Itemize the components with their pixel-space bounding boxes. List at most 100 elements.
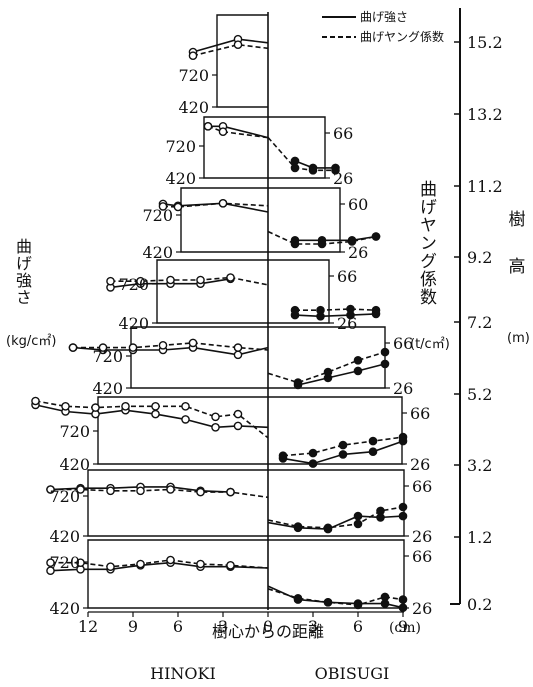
hinoki-modulus-point xyxy=(136,559,145,569)
x-axis-title: 樹心からの距離 xyxy=(212,622,324,641)
obisugi-strength-point xyxy=(380,359,390,369)
hinoki-strength-point xyxy=(46,566,55,576)
modulus-tick-label: 60 xyxy=(348,195,368,214)
height-axis-char-1: 樹 xyxy=(508,210,526,230)
obisugi-modulus-point xyxy=(317,239,327,249)
modulus-tick-label: 26 xyxy=(333,169,353,188)
hinoki-panel-frame xyxy=(180,187,268,253)
height-axis-char-2: 高 xyxy=(508,257,526,277)
obisugi-panel-frame xyxy=(268,396,403,465)
obisugi-modulus-point xyxy=(308,165,318,175)
hinoki-modulus-point xyxy=(181,401,190,411)
modulus-tick-label: 26 xyxy=(412,527,432,546)
hinoki-modulus-point xyxy=(196,487,205,497)
height-tick-label: 5.2 xyxy=(467,385,492,404)
obisugi-strength-point xyxy=(353,366,363,376)
hinoki-strength-point xyxy=(211,422,220,432)
obisugi-panel-frame xyxy=(268,187,341,253)
hinoki-modulus-point xyxy=(166,555,175,565)
modulus-tick-label: 66 xyxy=(337,267,357,286)
strength-tick-label: 720 xyxy=(49,553,80,572)
height-axis-unit: (m) xyxy=(507,331,530,346)
distance-tick-label: 9 xyxy=(398,617,408,636)
strength-tick-label: 420 xyxy=(59,455,90,474)
obisugi-modulus-point xyxy=(290,305,300,315)
hinoki-strength-point xyxy=(151,409,160,419)
series-points xyxy=(31,34,408,613)
obisugi-modulus-point xyxy=(338,440,348,450)
modulus-tick-label: 26 xyxy=(393,379,413,398)
obisugi-strength-point xyxy=(308,459,318,468)
legend-dashed-label: 曲げヤング係数 xyxy=(360,29,444,44)
height-axis: 15.2 13.2 11.2 9.2 7.2 5.2 3.2 1.2 0.2 xyxy=(450,8,503,614)
left-axis-unit: (kg/c㎡) xyxy=(6,334,57,349)
modulus-tick-label: 26 xyxy=(410,455,430,474)
modulus-tick-label: 26 xyxy=(337,314,357,333)
strength-tick-label: 720 xyxy=(49,487,80,506)
hinoki-modulus-point xyxy=(121,401,130,411)
hinoki-modulus-point xyxy=(91,403,100,412)
strength-tick-label: 720 xyxy=(178,66,209,85)
height-tick-label: 9.2 xyxy=(467,248,492,267)
hinoki-modulus-point xyxy=(106,486,115,496)
obisugi-modulus-point xyxy=(398,595,408,604)
obisugi-modulus-point xyxy=(290,239,300,249)
height-axis-label: 樹 高 xyxy=(507,205,527,277)
obisugi-modulus-point xyxy=(316,305,325,315)
hinoki-modulus-line xyxy=(50,559,269,569)
hinoki-strength-point xyxy=(233,350,243,360)
hinoki-modulus-point xyxy=(46,558,55,568)
obisugi-modulus-point xyxy=(368,436,378,446)
obisugi-modulus-point xyxy=(353,600,363,610)
obisugi-modulus-point xyxy=(323,367,333,377)
modulus-tick-label: 26 xyxy=(412,599,432,618)
obisugi-modulus-point xyxy=(346,304,355,314)
distance-tick-label: 12 xyxy=(78,617,98,636)
obisugi-modulus-point xyxy=(371,232,381,241)
obisugi-modulus-line xyxy=(282,436,404,457)
legend[interactable]: 曲げ強さ 曲げヤング係数 xyxy=(322,10,444,44)
hinoki-modulus-point xyxy=(76,485,85,494)
species-right-label: OBISUGI xyxy=(315,664,390,683)
hinoki-modulus-point xyxy=(233,343,243,352)
obisugi-modulus-point xyxy=(376,506,385,516)
height-tick-label: 7.2 xyxy=(467,313,492,332)
middle-axis-unit: (t/c㎡) xyxy=(410,337,450,352)
hinoki-modulus-point xyxy=(226,487,235,497)
panel-frames xyxy=(83,12,409,617)
strength-tick-label: 420 xyxy=(49,527,80,546)
hinoki-modulus-point xyxy=(196,559,205,569)
modulus-tick-label: 66 xyxy=(393,334,413,353)
strength-tick-label: 720 xyxy=(92,347,123,366)
hinoki-modulus-point xyxy=(31,396,40,406)
hinoki-modulus-point xyxy=(166,485,175,494)
hinoki-modulus-point xyxy=(76,558,85,568)
hinoki-modulus-point xyxy=(136,486,145,496)
obisugi-panel-frame xyxy=(268,259,330,324)
distance-tick-label: 9 xyxy=(128,617,138,636)
obisugi-modulus-point xyxy=(398,432,408,442)
tick-labels: 7204207204206626720420602672042066267204… xyxy=(49,66,432,636)
middle-axis-label: 曲げヤング係数 xyxy=(416,180,436,306)
height-tick-label: 0.2 xyxy=(467,595,492,614)
strength-tick-label: 420 xyxy=(49,599,80,618)
hinoki-modulus-point xyxy=(106,562,115,572)
modulus-tick-label: 66 xyxy=(412,547,432,566)
modulus-tick-label: 66 xyxy=(410,404,430,423)
hinoki-modulus-point xyxy=(128,343,138,352)
distance-tick-label: 6 xyxy=(353,617,363,636)
hinoki-modulus-point xyxy=(188,338,198,348)
hinoki-strength-line xyxy=(192,38,269,53)
legend-solid-label: 曲げ強さ xyxy=(360,10,408,24)
left-axis-label: 曲げ強さ xyxy=(10,238,34,306)
obisugi-modulus-point xyxy=(380,347,390,357)
obisugi-strength-point xyxy=(398,603,408,613)
hinoki-modulus-point xyxy=(98,343,108,352)
hinoki-modulus-point xyxy=(218,198,228,208)
distance-tick-label: 3 xyxy=(308,617,318,636)
hinoki-modulus-point xyxy=(106,276,115,286)
hinoki-panel-frame xyxy=(156,259,268,324)
distance-tick-label: 3 xyxy=(218,617,228,636)
hinoki-modulus-line xyxy=(50,488,269,499)
strength-tick-label: 720 xyxy=(165,137,196,156)
